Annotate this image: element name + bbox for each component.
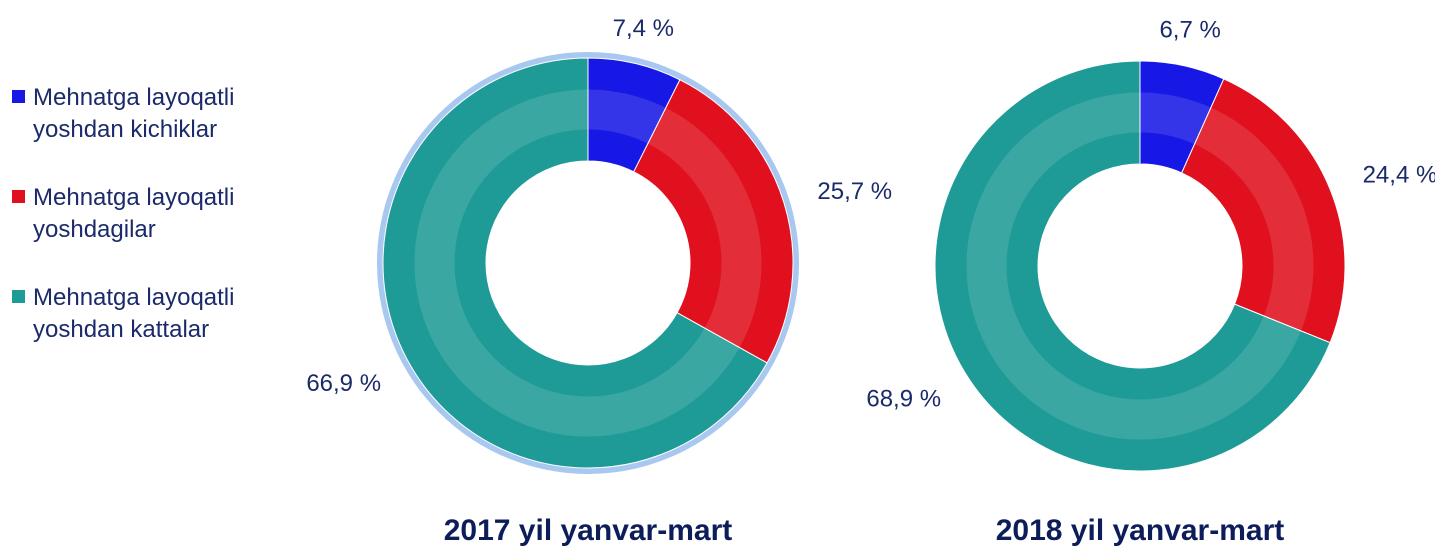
donut-shade	[414, 89, 762, 437]
donut-segment	[382, 57, 768, 469]
legend-swatch	[12, 290, 25, 303]
legend-item: Mehnatga layoqatli yoshdagilar	[12, 182, 302, 246]
data-label: 68,9 %	[866, 386, 941, 413]
chart-title: 2017 yil yanvar-mart	[444, 514, 733, 547]
donut-shade	[966, 92, 1314, 440]
donut-segment	[934, 60, 1331, 472]
glow	[377, 52, 799, 474]
legend-item: Mehnatga layoqatli yoshdan kattalar	[12, 282, 302, 346]
data-label: 6,7 %	[1159, 17, 1220, 44]
legend-item: Mehnatga layoqatli yoshdan kichiklar	[12, 82, 302, 146]
data-label: 7,4 %	[613, 15, 674, 42]
chart-title: 2018 yil yanvar-mart	[996, 514, 1285, 547]
legend-text: Mehnatga layoqatli yoshdagilar	[33, 184, 235, 243]
legend-text: Mehnatga layoqatli yoshdan kattalar	[33, 284, 235, 343]
legend-text: Mehnatga layoqatli yoshdan kichiklar	[33, 84, 235, 143]
legend-swatch	[12, 90, 25, 103]
legend: Mehnatga layoqatli yoshdan kichiklar Mehn…	[12, 82, 302, 382]
data-label: 66,9 %	[306, 370, 381, 397]
donut-segment	[1181, 78, 1346, 344]
data-label: 24,4 %	[1363, 162, 1435, 189]
donut-segment	[633, 79, 794, 364]
data-label: 25,7 %	[817, 178, 892, 205]
legend-swatch	[12, 190, 25, 203]
